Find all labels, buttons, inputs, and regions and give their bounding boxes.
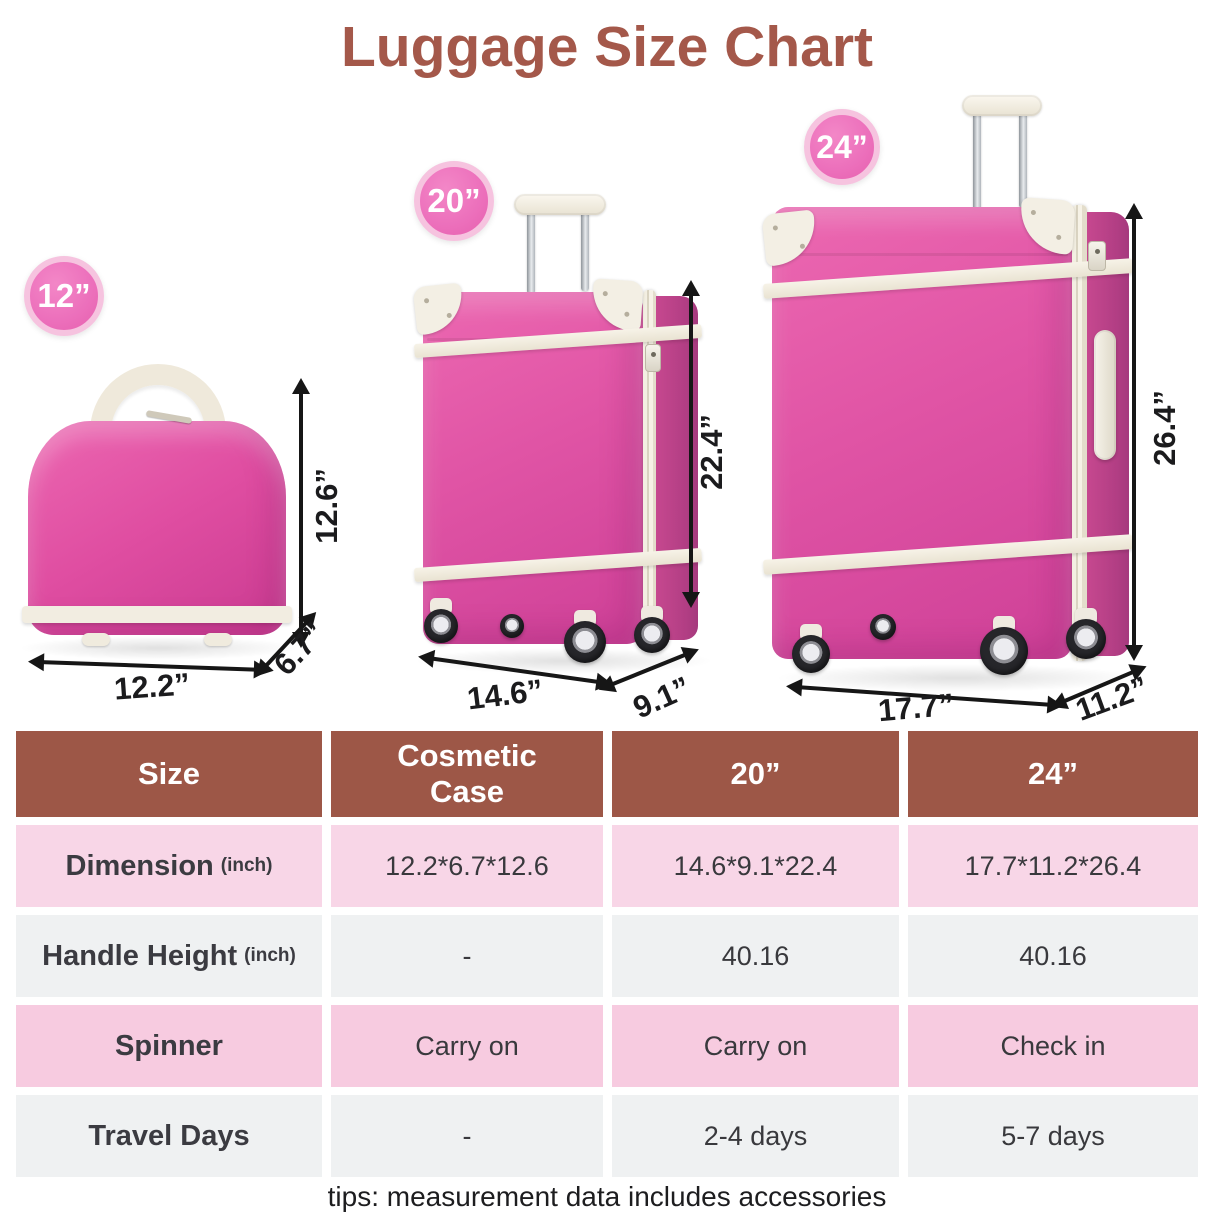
width-label-20: 14.6” xyxy=(465,672,545,717)
cosmetic-case-trim-band xyxy=(22,606,292,623)
height-label-24: 26.4” xyxy=(1147,390,1182,466)
case24-trolley-pole xyxy=(973,113,981,211)
row-label-text: Dimension xyxy=(65,849,214,882)
row-label-dimension: Dimension (inch) xyxy=(16,825,322,907)
row-label-travel-days: Travel Days xyxy=(16,1095,322,1177)
case24-wheel xyxy=(870,614,896,640)
case24-trolley-grip xyxy=(962,95,1042,116)
badge-24-inch: 24” xyxy=(804,109,880,185)
cosmetic-case-shadow xyxy=(18,636,300,660)
table-header-cosmetic-case-text: Cosmetic Case xyxy=(397,738,537,809)
row-label-handle-height: Handle Height (inch) xyxy=(16,915,322,997)
tips-note: tips: measurement data includes accessor… xyxy=(327,1181,887,1212)
case24-wheel xyxy=(792,624,830,673)
case24-side-handle xyxy=(1094,330,1116,460)
page-title: Luggage Size Chart xyxy=(340,15,874,79)
case20-trolley-pole xyxy=(527,212,535,294)
case20-tsa-lock xyxy=(645,344,661,372)
case20-trolley-pole xyxy=(581,211,589,291)
case20-trolley-grip xyxy=(514,194,606,215)
row-label-text: Travel Days xyxy=(88,1119,250,1152)
width-label-24: 17.7” xyxy=(876,686,956,729)
depth-label-20: 9.1” xyxy=(627,669,696,726)
height-arrow-12 xyxy=(299,388,303,638)
case24-wheel xyxy=(980,616,1028,675)
row-label-unit: (inch) xyxy=(220,855,273,876)
height-arrow-20 xyxy=(689,290,693,598)
height-label-12: 12.6” xyxy=(309,468,344,544)
dimension-20-value: 14.6*9.1*22.4 xyxy=(612,825,899,907)
case24-tsa-lock xyxy=(1088,241,1106,271)
height-arrow-24 xyxy=(1132,213,1136,651)
table-header-20-inch: 20” xyxy=(612,731,899,817)
cosmetic-case-foot xyxy=(204,633,232,646)
row-label-text: Spinner xyxy=(115,1029,223,1062)
table-header-cosmetic-case: Cosmetic Case xyxy=(331,731,603,817)
travel-days-cosmetic-value: - xyxy=(331,1095,603,1177)
spinner-24-value: Check in xyxy=(908,1005,1198,1087)
handle-height-cosmetic-value: - xyxy=(331,915,603,997)
row-label-spinner: Spinner xyxy=(16,1005,322,1087)
travel-days-24-value: 5-7 days xyxy=(908,1095,1198,1177)
table-header-24-inch: 24” xyxy=(908,731,1198,817)
table-header-size: Size xyxy=(16,731,322,817)
handle-height-24-value: 40.16 xyxy=(908,915,1198,997)
badge-20-inch: 20” xyxy=(414,161,494,241)
row-label-text: Handle Height xyxy=(42,939,238,972)
dimension-cosmetic-value: 12.2*6.7*12.6 xyxy=(331,825,603,907)
badge-12-inch: 12” xyxy=(24,256,104,336)
spinner-20-value: Carry on xyxy=(612,1005,899,1087)
cosmetic-case-body xyxy=(28,421,286,635)
cosmetic-case-foot xyxy=(82,633,110,646)
case20-wheel xyxy=(424,598,458,643)
handle-height-20-value: 40.16 xyxy=(612,915,899,997)
size-table: Size Cosmetic Case 20” 24” Dimension (in… xyxy=(16,731,1198,1177)
luggage-illustration-scene: 12” 12.6” 12.2” 6.7” 20” xyxy=(0,0,1214,730)
case24-wheel xyxy=(1066,608,1106,659)
case24-trolley-pole xyxy=(1019,112,1027,208)
height-label-20: 22.4” xyxy=(694,414,729,490)
width-label-12: 12.2” xyxy=(112,666,192,707)
dimension-24-value: 17.7*11.2*26.4 xyxy=(908,825,1198,907)
travel-days-20-value: 2-4 days xyxy=(612,1095,899,1177)
case20-wheel xyxy=(500,614,524,638)
case20-wheel xyxy=(634,606,670,653)
row-label-unit: (inch) xyxy=(244,945,296,966)
spinner-cosmetic-value: Carry on xyxy=(331,1005,603,1087)
case20-wheel xyxy=(564,610,606,663)
